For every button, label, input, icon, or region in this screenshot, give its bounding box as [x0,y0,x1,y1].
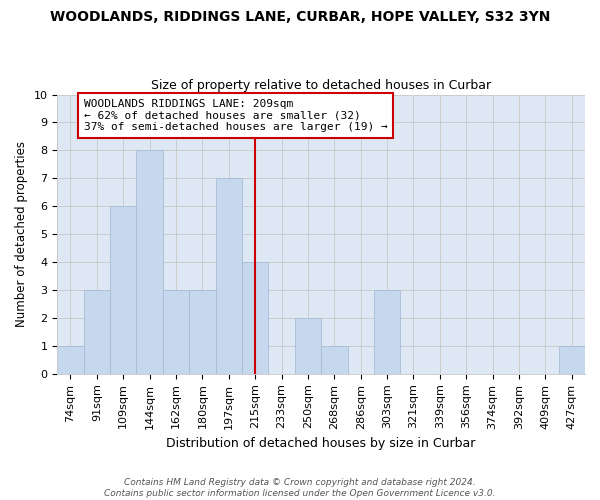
Bar [374,290,400,374]
Bar [215,178,242,374]
Text: WOODLANDS, RIDDINGS LANE, CURBAR, HOPE VALLEY, S32 3YN: WOODLANDS, RIDDINGS LANE, CURBAR, HOPE V… [50,10,550,24]
Text: WOODLANDS RIDDINGS LANE: 209sqm
← 62% of detached houses are smaller (32)
37% of: WOODLANDS RIDDINGS LANE: 209sqm ← 62% of… [83,98,388,132]
Bar [163,290,189,374]
Title: Size of property relative to detached houses in Curbar: Size of property relative to detached ho… [151,79,491,92]
Bar [136,150,163,374]
Bar [110,206,136,374]
Y-axis label: Number of detached properties: Number of detached properties [15,141,28,327]
X-axis label: Distribution of detached houses by size in Curbar: Distribution of detached houses by size … [166,437,476,450]
Bar [295,318,321,374]
Bar [242,262,268,374]
Bar [189,290,215,374]
Text: Contains HM Land Registry data © Crown copyright and database right 2024.
Contai: Contains HM Land Registry data © Crown c… [104,478,496,498]
Bar [57,346,83,374]
Bar [559,346,585,374]
Bar [83,290,110,374]
Bar [321,346,347,374]
